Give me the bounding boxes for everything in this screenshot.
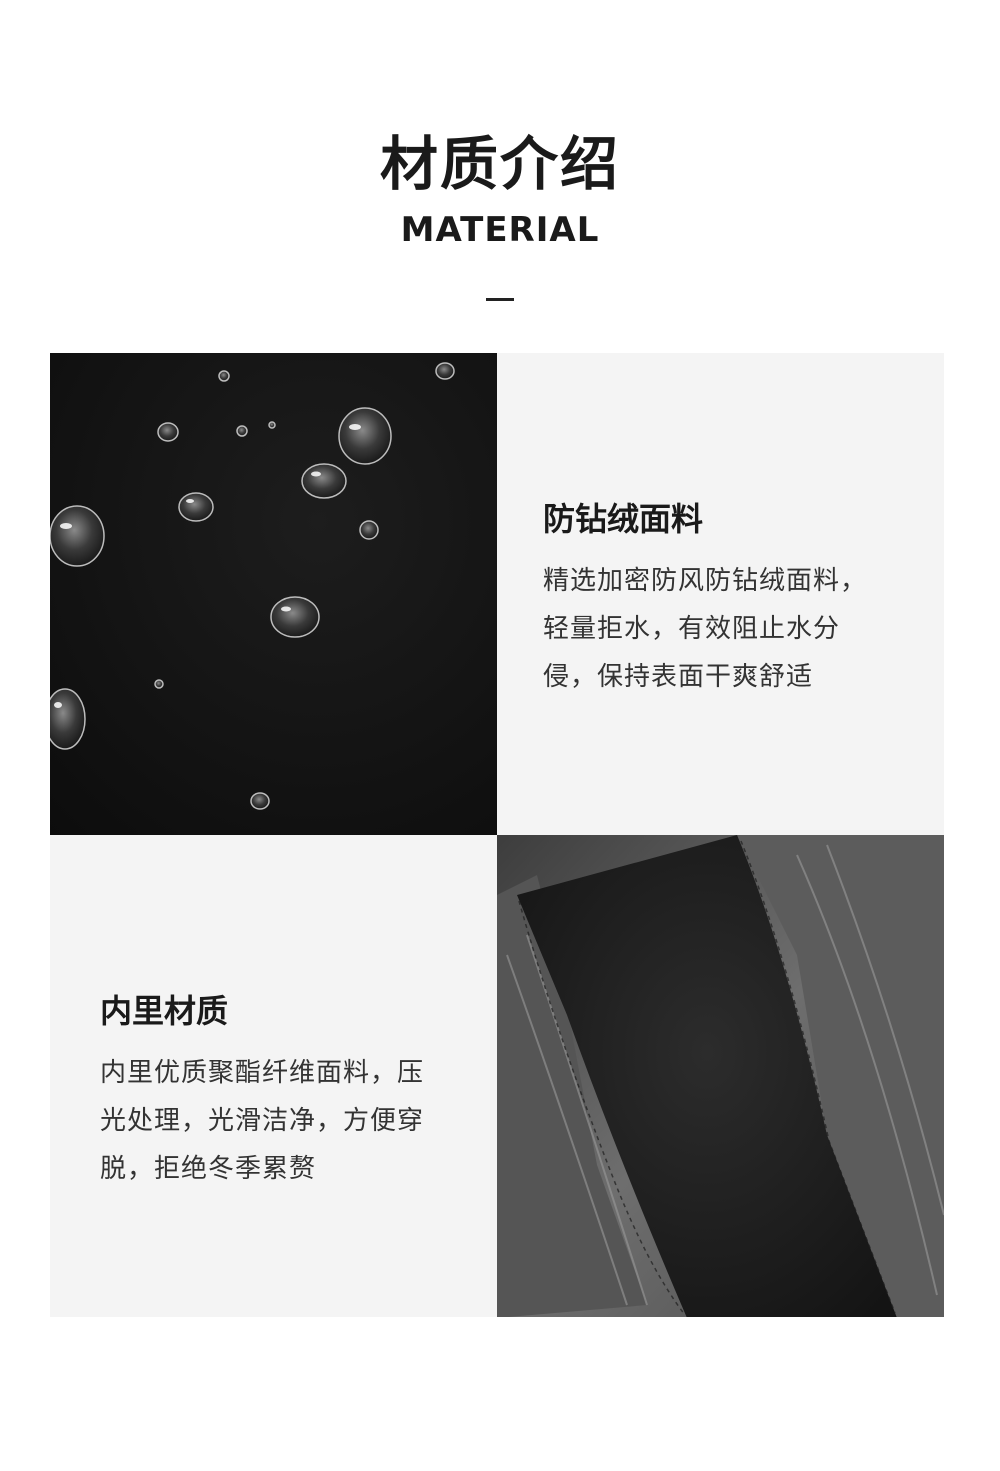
page-subtitle: MATERIAL <box>400 210 600 250</box>
material-grid: 防钻绒面料 精选加密防风防钻绒面料，轻量拒水，有效阻止水分侵，保持表面干爽舒适 … <box>50 353 944 1318</box>
water-repellent-fabric-photo <box>50 353 497 835</box>
title-divider <box>486 298 514 301</box>
velvet-lining-photo <box>497 835 944 1317</box>
inner-fabric-panel: 内里材质 内里优质聚酯纤维面料，压光处理，光滑洁净，方便穿脱，拒绝冬季累赘 <box>50 835 497 1317</box>
inner-fabric-title: 内里材质 <box>100 992 229 1030</box>
page-title: 材质介绍 <box>379 130 620 198</box>
outer-fabric-description: 精选加密防风防钻绒面料，轻量拒水，有效阻止水分侵，保持表面干爽舒适 <box>543 566 868 692</box>
outer-fabric-title: 防钻绒面料 <box>543 500 704 538</box>
outer-fabric-panel: 防钻绒面料 精选加密防风防钻绒面料，轻量拒水，有效阻止水分侵，保持表面干爽舒适 <box>497 353 944 835</box>
inner-fabric-description: 内里优质聚酯纤维面料，压光处理，光滑洁净，方便穿脱，拒绝冬季累赘 <box>100 1058 425 1184</box>
